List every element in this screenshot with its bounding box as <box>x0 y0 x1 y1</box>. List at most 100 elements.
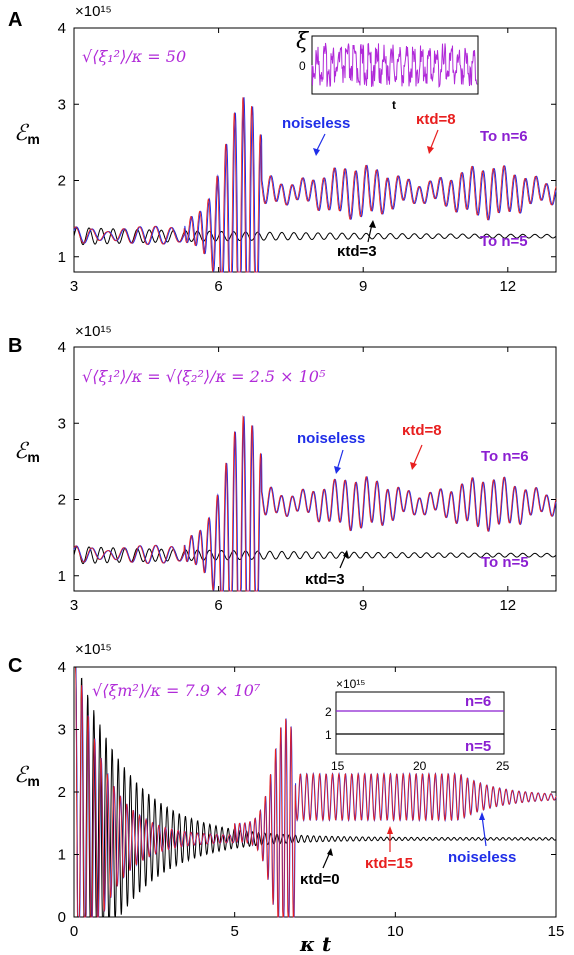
inset-a-ylabel: ξ <box>296 29 310 54</box>
y-tick-label: 3 <box>58 415 66 432</box>
arrow-a-delay8-head <box>427 146 434 154</box>
x-tick-label: 15 <box>548 923 565 940</box>
panel-a-formula: √⟨ξ₁²⟩/κ = 50 <box>82 47 186 66</box>
x-tick-label: 9 <box>359 278 367 295</box>
y-tick-label: 4 <box>58 659 66 676</box>
annotation-b-to-n6: To n=6 <box>481 448 529 465</box>
panel-c-inset: ×10¹⁵ n=6 n=5 2 1 15 20 25 <box>325 677 510 773</box>
inset-c-n6-label: n=6 <box>465 693 491 710</box>
x-tick-label: 6 <box>214 597 222 614</box>
series-a-delay8 <box>73 97 557 273</box>
series-b-delay3 <box>73 545 557 565</box>
panel-b-plot <box>73 415 557 592</box>
arrow-b-noiseless-head <box>334 466 341 474</box>
y-tick-label: 2 <box>58 784 66 801</box>
panel-c-formula: √⟨ξm²⟩/κ = 7.9 × 10⁷ <box>92 681 261 700</box>
arrow-a-delay3-head <box>369 220 376 228</box>
series-c-delay0 <box>75 666 557 918</box>
panel-a-exponent: ×10¹⁵ <box>75 3 112 20</box>
panel-b-axes <box>73 346 557 592</box>
panel-a-label: A <box>8 9 22 31</box>
inset-a-ytick: 0 <box>299 59 306 73</box>
x-tick-label: 3 <box>70 278 78 295</box>
arrow-b-noiseless <box>336 449 344 471</box>
panel-c-exponent: ×10¹⁵ <box>75 641 112 658</box>
panel-a-plot <box>73 97 557 273</box>
panel-b-exponent: ×10¹⁵ <box>75 323 112 340</box>
series-a-delay3 <box>73 226 557 246</box>
arrow-a-delay8 <box>429 129 439 151</box>
x-tick-label: 5 <box>230 923 238 940</box>
arrow-b-delay8-head <box>410 462 417 470</box>
x-tick-label: 12 <box>499 597 516 614</box>
annotation-c-noiseless: noiseless <box>448 849 516 866</box>
arrow-c-delay0-head <box>327 848 333 856</box>
inset-c-xtick-15: 15 <box>331 759 345 773</box>
panel-c-ticks: 0 5 10 15 0 1 2 3 4 <box>58 659 565 940</box>
y-tick-label: 4 <box>58 20 66 37</box>
inset-a-noise <box>311 42 478 88</box>
arrow-a-noiseless-head <box>313 148 320 156</box>
arrow-c-delay0 <box>322 851 331 869</box>
panel-b-formula: √⟨ξ₁²⟩/κ = √⟨ξ₂²⟩/κ = 2.5 × 10⁵ <box>82 367 326 386</box>
series-b-delay8 <box>73 415 557 592</box>
y-tick-label: 0 <box>58 909 66 926</box>
y-tick-label: 2 <box>58 173 66 190</box>
panel-a-inset: ξ 0 t <box>296 29 479 112</box>
inset-a-axes <box>311 35 479 95</box>
inset-c-exponent: ×10¹⁵ <box>336 677 365 691</box>
arrow-a-noiseless <box>315 133 326 153</box>
y-tick-label: 1 <box>58 847 66 864</box>
inset-c-xtick-25: 25 <box>496 759 510 773</box>
series-b-noiseless <box>73 416 557 592</box>
y-tick-label: 4 <box>58 339 66 356</box>
annotation-b-noiseless: noiseless <box>297 430 365 447</box>
inset-c-axes <box>335 691 505 755</box>
series-c-delay15 <box>75 666 557 918</box>
x-tick-label: 12 <box>499 278 516 295</box>
arrow-c-noiseless <box>481 815 487 847</box>
inset-a-xlabel: t <box>392 98 396 112</box>
annotation-a-to-n6: To n=6 <box>480 128 528 145</box>
annotation-a-to-n5: To n=5 <box>480 233 528 250</box>
arrow-c-noiseless-head <box>479 812 485 820</box>
panel-b-ylabel: ℰm <box>14 439 40 465</box>
y-tick-label: 3 <box>58 722 66 739</box>
panel-b-label: B <box>8 335 22 357</box>
annotation-b-delay8: κtd=8 <box>402 422 442 439</box>
annotation-b-to-n5: To n=5 <box>481 554 529 571</box>
inset-a-noise-trace <box>311 42 478 88</box>
x-tick-label: 3 <box>70 597 78 614</box>
arrow-b-delay8 <box>412 444 423 467</box>
arrow-c-delay15-head <box>387 826 393 834</box>
annotation-b-delay3: κtd=3 <box>305 571 345 588</box>
x-tick-label: 9 <box>359 597 367 614</box>
panel-c: C ℰm ×10¹⁵ 0 5 10 15 0 1 2 3 4 √⟨ξm²⟩/κ = 7.9 × … <box>8 641 564 955</box>
y-tick-label: 1 <box>58 568 66 585</box>
panel-a-ylabel: ℰm <box>14 121 40 147</box>
annotation-c-delay15: κtd=15 <box>365 855 413 872</box>
x-tick-label: 6 <box>214 278 222 295</box>
panel-c-plot <box>75 666 557 918</box>
arrow-b-delay3-head <box>343 550 349 558</box>
panel-a-axes <box>73 27 557 273</box>
inset-c-xtick-20: 20 <box>413 759 427 773</box>
panel-c-label: C <box>8 655 22 677</box>
y-tick-label: 2 <box>58 492 66 509</box>
annotation-a-delay8: κtd=8 <box>416 111 456 128</box>
inset-c-n5-label: n=5 <box>465 738 491 755</box>
panel-c-ylabel: ℰm <box>14 763 40 789</box>
inset-c-ytick-1: 1 <box>325 728 332 742</box>
annotation-c-delay0: κtd=0 <box>300 871 340 888</box>
x-tick-label: 0 <box>70 923 78 940</box>
y-tick-label: 1 <box>58 249 66 266</box>
inset-c-ytick-2: 2 <box>325 705 332 719</box>
annotation-a-delay3: κtd=3 <box>337 243 377 260</box>
y-tick-label: 3 <box>58 96 66 113</box>
series-a-noiseless <box>73 97 557 273</box>
